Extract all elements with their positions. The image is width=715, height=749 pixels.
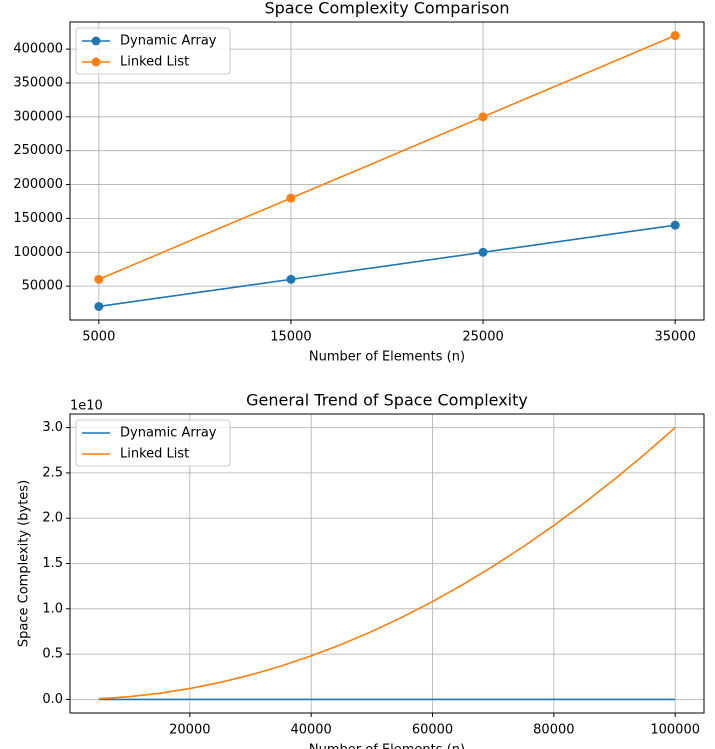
x-tick-label: 60000 [412,723,453,738]
y-tick-label: 0.5 [42,647,63,662]
y-tick-label: 1.0 [42,601,63,616]
y-tick-label: 400000 [13,42,63,57]
x-tick-label: 40000 [290,723,331,738]
y-tick-label: 2.0 [42,511,63,526]
data-line [98,34,676,281]
y-tick-label: 200000 [13,177,63,192]
y-tick-label: 1.5 [42,556,63,571]
y-axis-label: Space Complexity (bytes) [17,480,32,647]
plot-frame [69,21,705,321]
legend-marker [91,36,101,46]
legend-label: Dynamic Array [120,426,217,441]
x-tick-label: 35000 [655,330,696,345]
y-tick-label: 350000 [13,75,63,90]
legend: Dynamic Array Linked List [75,419,231,467]
data-line [98,426,676,700]
data-point [670,31,680,41]
x-tick-label: 20000 [169,723,210,738]
chart-title: Space Complexity Comparison [264,0,509,18]
data-point [478,112,488,122]
data-point [286,193,296,203]
legend-marker [91,57,101,67]
y-tick-label: 100000 [13,245,63,260]
y-tick-label: 0.0 [42,692,63,707]
data-point [286,274,296,284]
data-point [670,220,680,230]
x-axis-label: Number of Elements (n) [309,743,465,749]
legend-box [75,27,231,75]
legend: Dynamic Array Linked List [75,27,231,75]
y-offset-label: 1e10 [70,399,103,414]
x-tick-label: 100000 [650,723,700,738]
x-axis-label: Number of Elements (n) [309,350,465,365]
chart-title: General Trend of Space Complexity [246,391,528,410]
y-tick-label: 50000 [22,279,63,294]
x-tick-label: 15000 [270,330,311,345]
data-point [478,247,488,257]
y-tick-label: 300000 [13,109,63,124]
legend-label: Linked List [120,55,189,70]
y-tick-label: 3.0 [42,420,63,435]
x-tick-label: 80000 [533,723,574,738]
y-tick-label: 150000 [13,211,63,226]
data-point [94,301,104,311]
legend-label: Linked List [120,447,189,462]
legend-label: Dynamic Array [120,34,217,49]
data-line [98,224,676,308]
data-point [94,274,104,284]
x-tick-label: 25000 [462,330,503,345]
x-tick-label: 5000 [82,330,115,345]
y-tick-label: 250000 [13,143,63,158]
y-tick-label: 2.5 [42,465,63,480]
legend-box [75,419,231,467]
plot-frame [69,413,705,714]
